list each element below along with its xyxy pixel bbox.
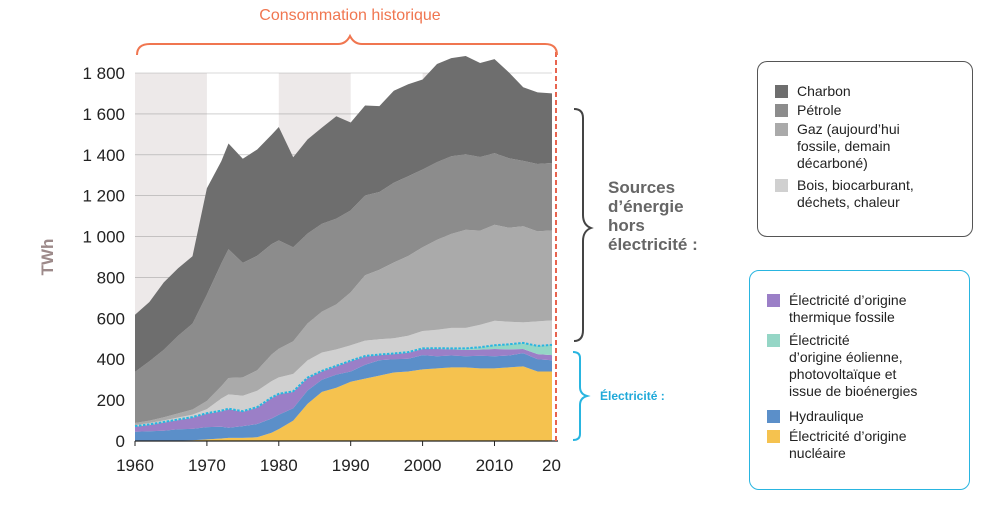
area-series	[135, 56, 552, 372]
legend-swatch	[767, 294, 780, 307]
electricity-label: Électricité :	[600, 388, 665, 403]
legend-label: Hydraulique	[789, 408, 864, 424]
legend-label: Bois, biocarburant, déchets, chaleur	[797, 177, 914, 210]
legend-swatch	[767, 410, 780, 423]
fossil-label-line: d’énergie	[608, 197, 684, 216]
x-tick-label: 1990	[332, 456, 370, 475]
legend-swatch	[767, 430, 780, 443]
legend-label: Gaz (aujourd’hui fossile, demain décarbo…	[797, 121, 900, 171]
legend-swatch	[775, 179, 788, 192]
area-series	[135, 153, 552, 423]
y-tick-label: 400	[97, 350, 125, 369]
legend-label: Charbon	[797, 83, 851, 99]
axes	[134, 440, 558, 446]
legend-label: Électricité d’origine thermique fossile	[789, 292, 907, 325]
y-tick-label: 200	[97, 391, 125, 410]
legend-item: Charbon	[775, 83, 851, 100]
legend-item: Électricité d’origine éolienne, photovol…	[767, 332, 917, 400]
x-tick-label: 1980	[260, 456, 298, 475]
x-tick-label: 2010	[476, 456, 514, 475]
x-tick-label: 1970	[188, 456, 226, 475]
legend-swatch	[775, 85, 788, 98]
y-tick-label: 800	[97, 268, 125, 287]
fossil-label-line: hors	[608, 216, 645, 235]
legend-item: Hydraulique	[767, 408, 864, 425]
legend-label: Électricité d’origine nucléaire	[789, 428, 907, 461]
legend-item: Bois, biocarburant, déchets, chaleur	[775, 177, 914, 211]
y-tick-label: 0	[116, 432, 125, 451]
y-tick-label: 1 000	[82, 228, 125, 247]
y-tick-label: 1 800	[82, 64, 125, 83]
legend-label: Pétrole	[797, 102, 842, 118]
legend-swatch	[775, 104, 788, 117]
electricity-total-line	[134, 341, 553, 428]
y-axis-label: TWh	[38, 239, 57, 276]
legend-item: Gaz (aujourd’hui fossile, demain décarbo…	[775, 121, 900, 172]
x-tick-label: 1960	[116, 456, 154, 475]
fossil-label-line: Sources	[608, 178, 675, 197]
area-series	[135, 366, 552, 441]
x-tick-label: 20	[542, 456, 561, 475]
legend-fossil: Charbon Pétrole Gaz (aujourd’hui fossile, …	[757, 61, 973, 237]
legend-item: Électricité d’origine nucléaire	[767, 428, 907, 462]
area-series	[135, 320, 552, 427]
area-series	[135, 353, 552, 441]
fossil-label-line: électricité :	[608, 235, 698, 254]
legend-swatch	[775, 123, 788, 136]
legend-swatch	[767, 334, 780, 347]
y-tick-label: 1 400	[82, 146, 125, 165]
tick-labels: 0 200 400 600 800 1 000 1 200 1 400 1 600 1 800 19…	[82, 64, 560, 475]
fossil-brace	[573, 108, 594, 342]
legend-item: Électricité d’origine thermique fossile	[767, 292, 907, 326]
y-tick-label: 1 600	[82, 105, 125, 124]
area-series	[135, 349, 552, 432]
fossil-sources-label: Sources d’énergie hors électricité :	[608, 178, 698, 254]
stacked-areas	[135, 56, 552, 441]
legend-electricity: Électricité d’origine thermique fossile É…	[749, 270, 970, 490]
header-label: Consommation historique	[259, 7, 441, 24]
annotations	[136, 33, 594, 442]
electricity-brace	[572, 351, 591, 441]
area-series	[135, 224, 552, 426]
y-tick-label: 600	[97, 309, 125, 328]
electricity-total-line	[134, 341, 553, 428]
y-tick-label: 1 200	[82, 187, 125, 206]
x-tick-label: 2000	[404, 456, 442, 475]
legend-label: Électricité d’origine éolienne, photovol…	[789, 332, 918, 399]
header-brace	[136, 33, 558, 56]
legend-item: Pétrole	[775, 102, 841, 119]
